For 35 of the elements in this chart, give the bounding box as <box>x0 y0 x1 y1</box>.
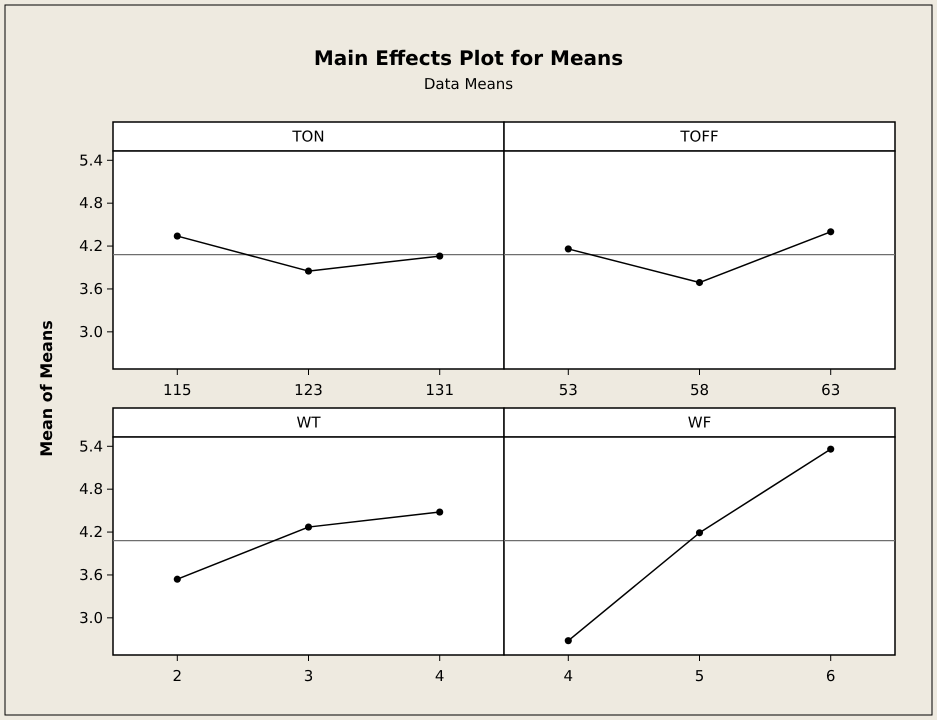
text: Main Effects Plot for Means <box>314 46 624 70</box>
x-tick-label: 6 <box>826 667 836 685</box>
y-tick-label: 3.6 <box>79 566 103 584</box>
chart-title: TOFF <box>679 128 719 146</box>
y-tick-label: 5.4 <box>79 151 103 170</box>
x-tick-label: 115 <box>162 381 192 399</box>
y-tick-label: 4.8 <box>79 480 103 498</box>
x-tick-label: 2 <box>172 667 182 685</box>
y-tick-label: 3.6 <box>79 280 103 298</box>
x-tick-label: 131 <box>425 381 454 399</box>
y-tick-label: 5.4 <box>79 437 103 456</box>
y-tick-label: 3.0 <box>79 608 103 627</box>
x-tick-label: 4 <box>434 667 444 685</box>
point <box>436 252 444 260</box>
y-tick-label: 4.8 <box>79 194 103 212</box>
y-axis-title: Mean of Means <box>37 320 56 457</box>
point <box>436 508 444 516</box>
x-tick-label: 3 <box>304 667 314 685</box>
x-tick-label: 123 <box>294 381 323 399</box>
chart-title: TON <box>291 128 325 146</box>
point <box>304 524 312 531</box>
y-tick-label: 4.2 <box>79 523 103 542</box>
x-tick-label: 5 <box>694 667 704 685</box>
point <box>174 576 181 583</box>
x-tick-label: 58 <box>690 381 710 399</box>
point <box>304 268 312 275</box>
x-tick-label: 4 <box>564 667 574 685</box>
point <box>174 232 181 240</box>
chart-title: WF <box>688 414 712 432</box>
y-tick-label: 4.2 <box>79 237 103 256</box>
x-tick-label: 53 <box>558 381 578 399</box>
chart-title: WT <box>296 414 322 432</box>
text: Data Means <box>424 75 514 93</box>
y-tick-label: 3.0 <box>79 322 103 341</box>
x-tick-label: 63 <box>821 381 840 399</box>
